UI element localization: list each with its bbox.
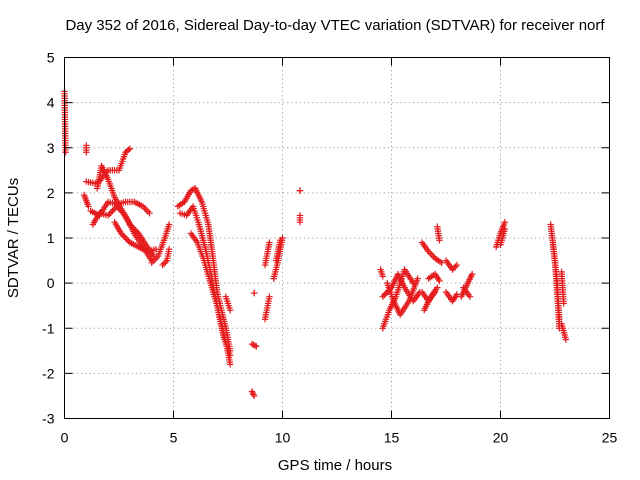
y-tick-label: -2 [42,365,55,381]
y-tick-label: -3 [42,411,55,427]
y-tick-label: 4 [47,95,55,111]
data-point [385,287,392,294]
data-point [160,260,168,267]
data-point [250,289,258,297]
data-point [434,284,441,291]
data-point [468,270,476,278]
data-point [250,341,257,348]
data-point [123,236,131,243]
grid [64,57,610,419]
data-point [85,203,92,210]
data-point [106,210,113,218]
y-tick-label: 5 [47,50,55,66]
data-point [162,258,169,266]
data-point [382,290,389,297]
data-point [250,391,257,398]
y-tick-label: -1 [42,320,55,336]
y-tick-label: 3 [47,140,55,156]
data-point [386,285,394,293]
x-tick-label: 15 [384,430,400,446]
data-point [248,388,256,395]
data-point [107,209,115,216]
data-point [253,343,260,350]
y-axis-label: SDTVAR / TECUs [5,178,22,298]
data-point [226,361,234,368]
data-point [379,293,386,300]
data-point [436,277,443,285]
data-point [381,291,388,299]
data-point [266,293,273,300]
x-tick-label: 20 [493,430,509,446]
data-point [250,392,258,400]
data-point [251,342,259,349]
plot-frame [64,57,610,419]
data-point [165,246,173,253]
data-point [501,225,509,233]
data-point [226,307,234,314]
data-point [122,234,129,242]
data-point [249,389,256,397]
data-point [117,230,125,237]
data-point [119,231,126,239]
data-point [104,212,112,219]
y-tick-label: 2 [47,185,55,201]
data-point [296,219,304,226]
x-tick-label: 0 [61,430,69,446]
x-axis-label: GPS time / hours [278,457,392,474]
data-point [438,259,445,267]
x-tick-label: 25 [602,430,618,446]
data-point [449,266,456,273]
data-point [436,237,443,244]
data-point [226,352,234,359]
y-tick-label: 1 [47,230,55,246]
data-point [248,340,256,348]
data-point [453,261,461,269]
data-point [431,288,439,296]
data-point [556,316,563,323]
data-point [165,221,173,228]
data-point [110,206,118,213]
chart-title: Day 352 of 2016, Sidereal Day-to-day VTE… [65,17,605,34]
data-point [560,300,567,307]
data-point [159,261,166,269]
data-point [120,233,128,240]
data-point [277,237,284,244]
data-point [452,263,459,270]
x-tick-label: 5 [170,430,178,446]
data-point [83,149,90,156]
x-tick-label: 10 [275,430,291,446]
data-point [414,275,421,282]
data-point [501,219,509,226]
data-points [61,88,570,400]
y-tick-label: 0 [47,275,55,291]
data-point [466,293,474,300]
data-point [379,273,386,280]
data-point [383,288,391,296]
data-point [125,146,132,154]
data-point [296,187,304,194]
data-point [450,264,458,272]
data-point [266,239,273,246]
data-point [562,336,570,343]
data-point [146,209,153,217]
data-point [109,207,116,215]
data-point [62,149,69,156]
data-point [126,145,134,152]
axes: 0 5 10 15 20 25 -3 -2 -1 0 1 2 3 4 5 [42,50,617,446]
